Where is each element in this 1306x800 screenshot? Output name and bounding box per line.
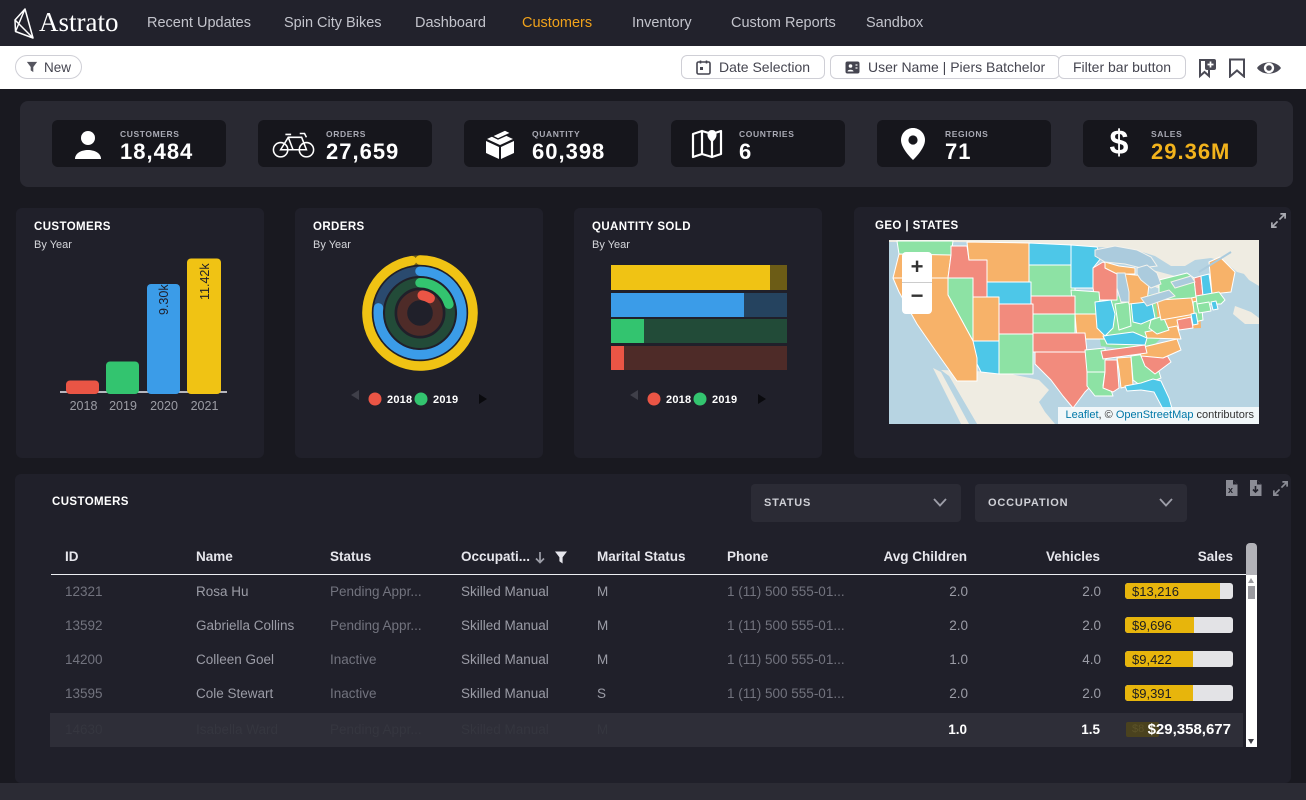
svg-text:11.42k: 11.42k [198, 263, 212, 300]
svg-text:2019: 2019 [109, 399, 137, 413]
svg-text:2019: 2019 [433, 394, 458, 406]
svg-text:x: x [1228, 485, 1233, 495]
svg-text:2021: 2021 [191, 399, 219, 413]
svg-text:2018: 2018 [666, 394, 691, 406]
svg-text:2020: 2020 [150, 399, 178, 413]
svg-text:2018: 2018 [387, 394, 412, 406]
svg-text:2019: 2019 [712, 394, 737, 406]
svg-text:9.30k: 9.30k [157, 284, 171, 315]
svg-text:2018: 2018 [70, 399, 98, 413]
